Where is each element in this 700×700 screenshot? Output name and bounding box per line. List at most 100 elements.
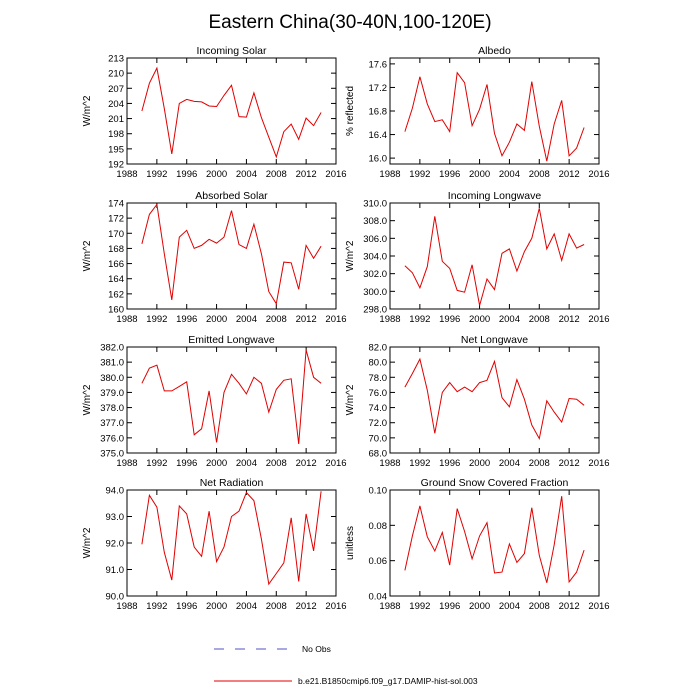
x-tick-label: 2004 bbox=[236, 601, 257, 612]
y-tick-label: 17.6 bbox=[369, 59, 388, 70]
y-tick-label: 90.0 bbox=[106, 592, 125, 603]
y-tick-label: 68.0 bbox=[369, 449, 388, 460]
legend: No Obs b.e21.B1850cmip6.f09_g17.DAMIP-hi… bbox=[214, 644, 478, 686]
y-tick-label: 377.0 bbox=[100, 418, 124, 429]
panel-title: Absorbed Solar bbox=[195, 190, 268, 202]
x-tick-label: 2016 bbox=[325, 458, 346, 469]
x-tick-label: 2016 bbox=[588, 314, 609, 325]
y-tick-label: 80.0 bbox=[369, 358, 388, 369]
y-tick-label: 16.0 bbox=[369, 154, 388, 165]
y-tick-label: 0.06 bbox=[369, 556, 388, 567]
y-tick-label: 162 bbox=[108, 289, 124, 300]
x-tick-label: 1988 bbox=[379, 169, 400, 180]
x-tick-label: 2000 bbox=[206, 601, 227, 612]
series-line bbox=[404, 357, 585, 441]
x-tick-label: 1988 bbox=[116, 314, 137, 325]
y-tick-label: 210 bbox=[108, 69, 124, 80]
y-tick-label: 192 bbox=[108, 160, 124, 171]
x-tick-label: 2000 bbox=[206, 169, 227, 180]
panels-group: Incoming Solar 1988 1992 1996 2000 2004 2008 20… bbox=[82, 45, 610, 612]
x-tick-label: 1992 bbox=[146, 458, 167, 469]
x-tick-label: 2016 bbox=[588, 601, 609, 612]
y-tick-label: 380.0 bbox=[100, 373, 124, 384]
x-tick-label: 2008 bbox=[529, 314, 550, 325]
y-tick-label: 298.0 bbox=[363, 305, 387, 316]
figure-title: Eastern China(30-40N,100-120E) bbox=[208, 12, 491, 33]
x-tick-label: 2004 bbox=[499, 169, 520, 180]
x-tick-label: 2004 bbox=[499, 458, 520, 469]
x-tick-label: 2016 bbox=[588, 458, 609, 469]
y-tick-label: 381.0 bbox=[100, 358, 124, 369]
chart-panel: Incoming Longwave 1988 1992 1996 2000 2004 200… bbox=[345, 190, 610, 325]
y-tick-label: 172 bbox=[108, 214, 124, 225]
plot-frame bbox=[126, 202, 337, 310]
y-tick-label: 308.0 bbox=[363, 216, 387, 227]
chart-panel: Absorbed Solar 1988 1992 1996 2000 2004 2008 20… bbox=[82, 190, 347, 325]
x-tick-label: 2000 bbox=[469, 601, 490, 612]
y-tick-label: 310.0 bbox=[363, 199, 387, 210]
y-axis-label: % reflected bbox=[345, 86, 356, 136]
y-tick-label: 170 bbox=[108, 229, 124, 240]
x-tick-label: 2012 bbox=[559, 314, 580, 325]
x-tick-label: 2008 bbox=[529, 601, 550, 612]
y-tick-label: 76.0 bbox=[369, 388, 388, 399]
y-tick-label: 164 bbox=[108, 274, 124, 285]
y-tick-label: 91.0 bbox=[106, 565, 125, 576]
chart-panel: Net Longwave 1988 1992 1996 2000 2004 2008 2012… bbox=[345, 334, 610, 469]
y-tick-label: 382.0 bbox=[100, 343, 124, 354]
x-tick-label: 1996 bbox=[439, 601, 460, 612]
y-tick-label: 17.2 bbox=[369, 83, 388, 94]
y-tick-label: 204 bbox=[108, 99, 124, 110]
plot-frame bbox=[389, 202, 600, 310]
x-tick-label: 1996 bbox=[176, 169, 197, 180]
y-tick-label: 0.10 bbox=[369, 486, 388, 497]
plot-frame bbox=[389, 346, 600, 454]
x-tick-label: 2008 bbox=[266, 601, 287, 612]
x-tick-label: 1988 bbox=[116, 458, 137, 469]
x-tick-label: 2004 bbox=[499, 601, 520, 612]
x-tick-label: 2012 bbox=[296, 314, 317, 325]
x-tick-label: 1992 bbox=[409, 314, 430, 325]
x-tick-label: 2012 bbox=[559, 458, 580, 469]
y-tick-label: 304.0 bbox=[363, 252, 387, 263]
panel-title: Albedo bbox=[478, 45, 511, 57]
y-tick-label: 74.0 bbox=[369, 403, 388, 414]
y-tick-label: 72.0 bbox=[369, 418, 388, 429]
x-tick-label: 1996 bbox=[176, 458, 197, 469]
y-axis-label: unitless bbox=[345, 526, 356, 560]
series-line bbox=[141, 491, 322, 586]
x-tick-label: 2012 bbox=[296, 458, 317, 469]
x-tick-label: 2008 bbox=[266, 314, 287, 325]
y-tick-label: 213 bbox=[108, 54, 124, 65]
y-tick-label: 201 bbox=[108, 114, 124, 125]
y-tick-label: 174 bbox=[108, 199, 124, 210]
y-tick-label: 160 bbox=[108, 305, 124, 316]
y-axis-label: W/m^2 bbox=[82, 527, 93, 558]
y-tick-label: 78.0 bbox=[369, 373, 388, 384]
x-tick-label: 2008 bbox=[266, 458, 287, 469]
x-tick-label: 1996 bbox=[439, 169, 460, 180]
y-tick-label: 82.0 bbox=[369, 343, 388, 354]
y-tick-label: 94.0 bbox=[106, 486, 125, 497]
chart-panel: Albedo 1988 1992 1996 2000 2004 2008 2012 2016 16… bbox=[345, 45, 610, 180]
y-tick-label: 198 bbox=[108, 129, 124, 140]
plot-frame bbox=[126, 489, 337, 597]
series-line bbox=[141, 203, 322, 306]
chart-panel: Net Radiation 1988 1992 1996 2000 2004 2008 201… bbox=[82, 477, 347, 612]
y-tick-label: 306.0 bbox=[363, 234, 387, 245]
x-tick-label: 2012 bbox=[296, 601, 317, 612]
y-tick-label: 16.4 bbox=[369, 130, 388, 141]
plot-frame bbox=[126, 346, 337, 454]
series-line bbox=[404, 208, 585, 306]
panel-title: Emitted Longwave bbox=[188, 334, 275, 346]
y-tick-label: 376.0 bbox=[100, 433, 124, 444]
y-axis-label: W/m^2 bbox=[82, 384, 93, 415]
x-tick-label: 1996 bbox=[439, 458, 460, 469]
y-tick-label: 300.0 bbox=[363, 287, 387, 298]
y-tick-label: 378.0 bbox=[100, 403, 124, 414]
x-tick-label: 2016 bbox=[588, 169, 609, 180]
y-tick-label: 379.0 bbox=[100, 388, 124, 399]
plot-frame bbox=[389, 489, 600, 597]
legend-label-no-obs: No Obs bbox=[302, 644, 331, 654]
